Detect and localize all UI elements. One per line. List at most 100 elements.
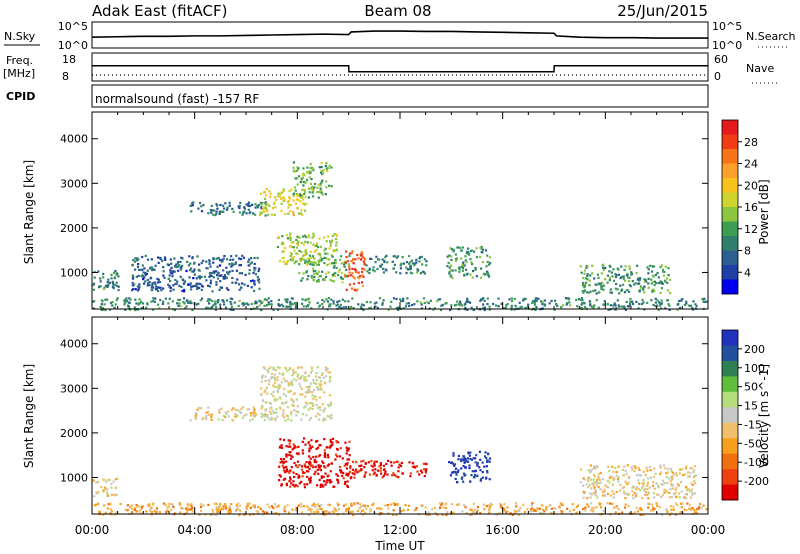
data-cell xyxy=(691,493,694,496)
data-cell xyxy=(305,270,309,273)
data-cell xyxy=(642,470,645,473)
data-cell xyxy=(684,485,688,488)
data-cell xyxy=(531,301,534,304)
data-cell xyxy=(135,504,138,507)
data-cell xyxy=(275,505,278,508)
data-cell xyxy=(633,283,636,286)
data-cell xyxy=(292,241,295,244)
data-cell xyxy=(366,505,369,508)
data-cell xyxy=(209,265,212,268)
data-cell xyxy=(384,470,387,473)
data-cell xyxy=(253,411,256,414)
data-cell xyxy=(470,261,473,264)
data-cell xyxy=(166,509,169,512)
data-cell xyxy=(318,505,321,508)
data-cell xyxy=(219,303,222,306)
data-cell xyxy=(465,300,468,304)
data-cell xyxy=(309,166,312,169)
data-cell xyxy=(581,290,584,293)
data-cell xyxy=(589,274,592,277)
data-cell xyxy=(589,471,592,474)
data-cell xyxy=(355,271,358,274)
data-cell xyxy=(350,504,353,507)
data-cell xyxy=(169,269,172,272)
data-cell xyxy=(300,505,303,508)
data-cell xyxy=(112,480,115,483)
data-cell xyxy=(213,272,216,275)
data-cell xyxy=(145,306,148,309)
data-cell xyxy=(316,387,319,391)
data-cell xyxy=(280,444,283,447)
data-cell xyxy=(351,272,354,275)
data-cell xyxy=(309,477,312,481)
data-cell xyxy=(241,254,244,257)
data-cell xyxy=(217,256,220,260)
data-cell xyxy=(675,496,678,499)
data-cell xyxy=(310,508,313,511)
data-cell xyxy=(309,170,312,173)
data-cell xyxy=(670,508,673,511)
data-cell xyxy=(371,465,375,468)
data-cell xyxy=(150,511,154,514)
data-cell xyxy=(184,307,187,310)
velocity-colorbar-cells xyxy=(722,330,738,501)
data-cell xyxy=(282,458,285,461)
data-cell xyxy=(392,267,395,270)
data-cell xyxy=(106,298,109,301)
data-cell xyxy=(328,446,331,449)
data-cell xyxy=(704,300,707,303)
data-cell xyxy=(264,379,267,382)
data-cell xyxy=(635,493,638,496)
data-cell xyxy=(319,182,322,185)
data-cell xyxy=(656,504,659,507)
nave-label: Nave xyxy=(746,62,774,75)
data-cell xyxy=(296,466,299,469)
data-cell xyxy=(583,305,586,309)
data-cell xyxy=(445,302,448,305)
data-cell xyxy=(346,447,349,450)
data-cell xyxy=(432,308,435,311)
data-cell xyxy=(195,283,198,286)
freq-strip: Freq. [MHz] 18 8 60 0 Nave xyxy=(3,52,778,84)
data-cell xyxy=(281,373,285,376)
data-cell xyxy=(131,281,134,285)
data-cell xyxy=(331,262,334,265)
data-cell xyxy=(409,267,413,270)
data-cell xyxy=(459,300,462,303)
data-cell xyxy=(143,282,146,285)
data-cell xyxy=(437,298,440,301)
data-cell xyxy=(464,259,467,262)
data-cell xyxy=(481,471,484,474)
data-cell xyxy=(497,305,500,308)
data-cell xyxy=(127,301,130,304)
data-cell xyxy=(355,460,358,464)
data-cell xyxy=(337,274,340,277)
data-cell xyxy=(248,502,251,505)
data-cell xyxy=(152,299,155,302)
data-cell xyxy=(246,408,249,411)
data-cell xyxy=(282,250,286,253)
data-cell xyxy=(423,301,426,304)
data-cell xyxy=(192,201,195,204)
data-cell xyxy=(409,261,412,264)
data-cell xyxy=(441,513,444,516)
data-cell xyxy=(592,289,595,292)
data-cell xyxy=(269,377,273,380)
data-cell xyxy=(193,268,196,271)
data-cell xyxy=(190,502,193,505)
data-cell xyxy=(272,384,275,387)
data-cell xyxy=(373,462,376,465)
data-cell xyxy=(124,300,127,303)
data-cell xyxy=(421,263,424,266)
data-cell xyxy=(339,276,343,279)
data-cell xyxy=(315,504,318,507)
data-cell xyxy=(294,371,297,374)
velocity-colorbar-label: Velocity [m s^-1] xyxy=(757,364,771,468)
data-cell xyxy=(588,483,592,486)
x-tick-label: 04:00 xyxy=(177,523,212,537)
data-cell xyxy=(270,406,273,409)
data-cell xyxy=(533,307,537,310)
data-cell xyxy=(104,298,107,301)
